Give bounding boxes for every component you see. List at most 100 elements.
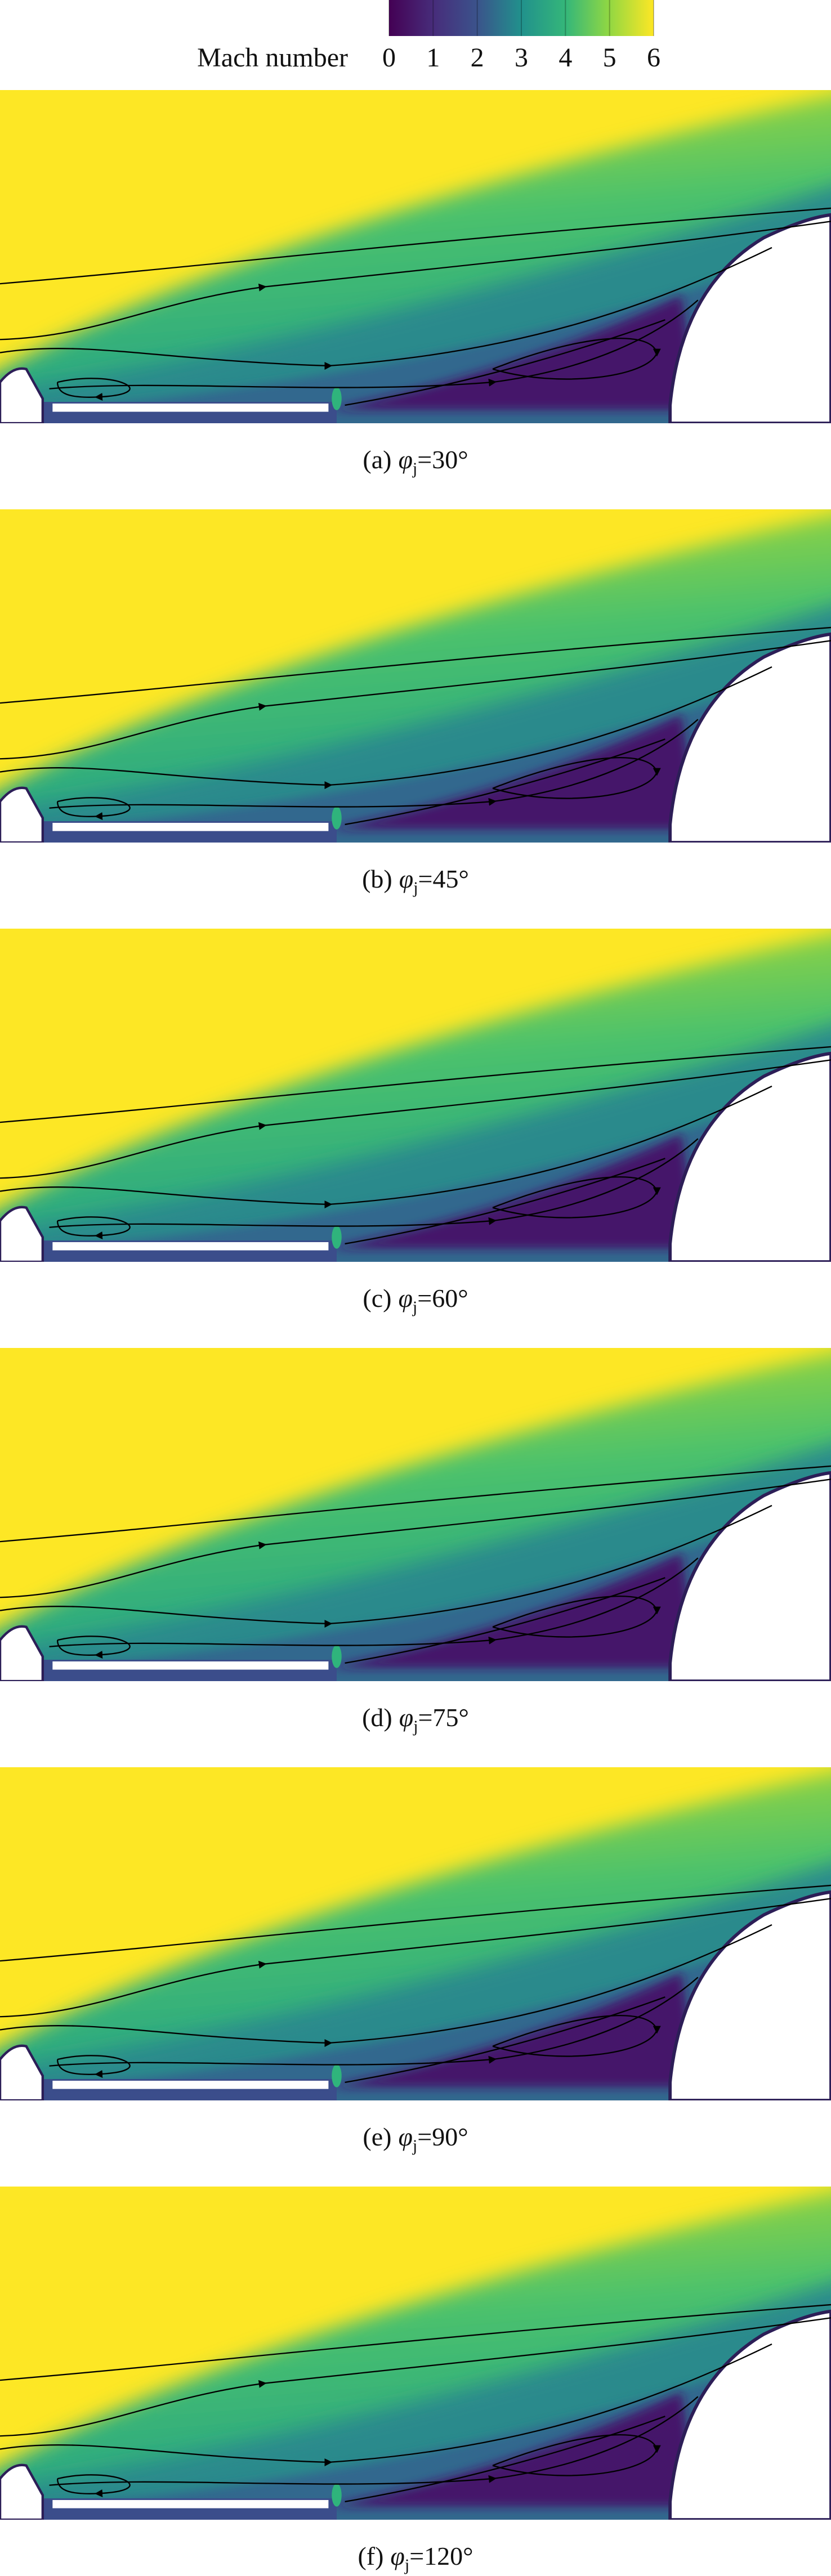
caption-label: (b) bbox=[362, 864, 392, 893]
body bbox=[668, 2309, 831, 2520]
colorbar-tick-label: 6 bbox=[647, 43, 660, 73]
streamline bbox=[0, 221, 831, 341]
caption-subscript: j bbox=[412, 459, 417, 478]
caption-label: (a) bbox=[363, 445, 391, 474]
caption-suffix: =75° bbox=[418, 1703, 469, 1732]
streamline bbox=[56, 378, 131, 401]
caption: (c) φj=60° bbox=[363, 1284, 468, 1316]
inlet bbox=[0, 2044, 44, 2100]
slot bbox=[52, 404, 329, 412]
colorbar-label: Mach number bbox=[197, 43, 348, 73]
streamline bbox=[492, 1176, 661, 1218]
slot bbox=[52, 1242, 329, 1251]
separation bbox=[328, 295, 698, 410]
body bbox=[668, 1471, 831, 1681]
streamline bbox=[492, 2015, 661, 2057]
caption-text: (f) φj=120° bbox=[358, 2542, 473, 2574]
caption: (e) φj=90° bbox=[363, 2122, 468, 2155]
inlet bbox=[0, 786, 44, 843]
streamline bbox=[345, 319, 665, 406]
caption-text: (c) φj=60° bbox=[363, 1284, 468, 1316]
separation bbox=[328, 1134, 698, 1249]
colorbar-tick-label: 0 bbox=[382, 43, 396, 73]
caption-text: (d) φj=75° bbox=[362, 1703, 469, 1736]
mach-contour bbox=[0, 509, 831, 843]
streamline bbox=[0, 626, 831, 704]
mach-contour bbox=[0, 90, 831, 423]
mach-contour bbox=[0, 929, 831, 1262]
caption-suffix: =60° bbox=[417, 1284, 468, 1312]
streamline bbox=[0, 1046, 831, 1123]
caption-subscript: j bbox=[412, 2136, 417, 2155]
caption-subscript: j bbox=[413, 879, 418, 897]
streamline bbox=[56, 2055, 131, 2078]
inlet bbox=[0, 1625, 44, 1681]
streamline bbox=[0, 1924, 772, 2048]
streamline bbox=[56, 797, 131, 820]
jet bbox=[332, 387, 342, 410]
separation bbox=[328, 1972, 698, 2087]
caption-subscript: j bbox=[404, 2556, 409, 2574]
streamline bbox=[0, 2317, 831, 2437]
inlet bbox=[0, 1206, 44, 1262]
jet bbox=[332, 2483, 342, 2507]
separation bbox=[328, 2391, 698, 2507]
streamline bbox=[345, 1996, 665, 2084]
caption-text: (a) φj=30° bbox=[363, 445, 468, 478]
streamline bbox=[56, 1636, 131, 1659]
mach-contour bbox=[0, 2187, 831, 2520]
caption-subscript: j bbox=[412, 1298, 417, 1316]
slot bbox=[52, 823, 329, 831]
streamline bbox=[0, 1898, 831, 2018]
caption-label: (f) bbox=[358, 2542, 383, 2570]
streamline bbox=[0, 1465, 831, 1543]
streamline bbox=[492, 2434, 661, 2476]
streamline bbox=[0, 1479, 831, 1598]
streamline bbox=[492, 1596, 661, 1638]
streamline bbox=[0, 666, 772, 790]
body bbox=[668, 1890, 831, 2100]
jet bbox=[332, 806, 342, 830]
streamline bbox=[345, 2416, 665, 2503]
caption-suffix: =120° bbox=[409, 2542, 473, 2570]
mach-contour bbox=[0, 1767, 831, 2100]
caption-label: (c) bbox=[363, 1284, 391, 1312]
streamline bbox=[0, 1059, 831, 1179]
caption-subscript: j bbox=[413, 1717, 418, 1736]
inlet bbox=[0, 2463, 44, 2520]
colorbar-tick-label: 3 bbox=[515, 43, 528, 73]
caption: (b) φj=45° bbox=[362, 864, 469, 897]
separation bbox=[328, 1553, 698, 1668]
body bbox=[668, 632, 831, 843]
caption: (a) φj=30° bbox=[363, 445, 468, 478]
streamline bbox=[0, 1085, 772, 1209]
slot bbox=[52, 2500, 329, 2508]
streamline bbox=[0, 1884, 831, 1962]
inlet bbox=[0, 367, 44, 423]
jet bbox=[332, 2064, 342, 2087]
caption-text: (e) φj=90° bbox=[363, 2122, 468, 2155]
caption-label: (d) bbox=[362, 1703, 392, 1732]
streamline bbox=[0, 640, 831, 760]
colorbar-tick-label: 5 bbox=[603, 43, 616, 73]
caption-symbol: φ bbox=[390, 2542, 404, 2570]
streamline bbox=[345, 738, 665, 826]
colorbar-tick-label: 4 bbox=[559, 43, 572, 73]
colorbar-tick-label: 1 bbox=[426, 43, 440, 73]
caption-symbol: φ bbox=[399, 1703, 413, 1732]
colorbar-tick-label: 2 bbox=[471, 43, 484, 73]
jet bbox=[332, 1225, 342, 1249]
caption-symbol: φ bbox=[398, 445, 412, 474]
streamline bbox=[0, 2304, 831, 2381]
streamline bbox=[56, 2474, 131, 2497]
streamline bbox=[0, 207, 831, 285]
caption-text: (b) φj=45° bbox=[362, 864, 469, 897]
caption: (d) φj=75° bbox=[362, 1703, 469, 1736]
caption-suffix: =90° bbox=[417, 2122, 468, 2151]
streamline bbox=[56, 1216, 131, 1239]
streamline bbox=[0, 1504, 772, 1628]
slot bbox=[52, 2081, 329, 2089]
caption-symbol: φ bbox=[398, 2122, 412, 2151]
separation bbox=[328, 714, 698, 830]
